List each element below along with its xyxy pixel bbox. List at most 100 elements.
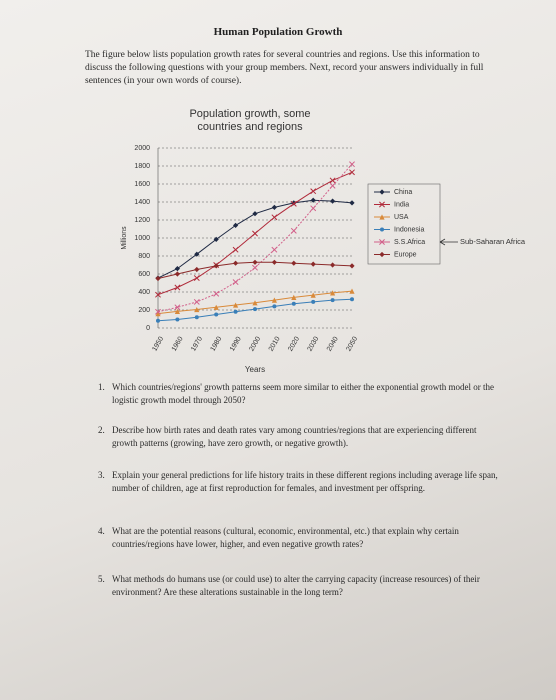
point [252,230,258,237]
point [213,236,219,242]
point [214,312,219,317]
point [252,259,258,265]
series-line [157,163,353,313]
point [379,201,385,208]
x-tick-label: 2050 [345,336,359,353]
page-title: Human Population Growth [213,26,343,38]
x-tick-label: 2010 [268,336,282,353]
question-number: 1. [98,382,105,392]
question-text: What methods do humans use (or could use… [112,574,480,597]
point [271,297,277,303]
question-text: Which countries/regions' growth patterns… [112,382,495,405]
question-number: 2. [98,425,105,435]
point [193,298,200,305]
question: 3. Explain your general predictions for l… [98,469,498,494]
legend-box [367,183,441,265]
x-tick-label: 2040 [326,336,340,353]
point [174,271,180,277]
intro-text: The figure below lists population growth… [85,50,484,86]
y-tick-label: 1400 [134,199,150,206]
y-axis-label: Millions [121,226,128,250]
question-number: 3. [98,470,105,480]
point [329,177,336,184]
point [253,307,257,312]
point [155,308,161,315]
question: 4. What are the potential reasons (cultur… [98,525,498,550]
point [232,246,239,253]
annotation-arrow [439,238,458,246]
point [291,301,296,306]
point [233,302,239,308]
point [271,204,277,210]
point [379,189,385,195]
y-tick-label: 0 [146,325,150,332]
point [349,263,355,269]
point [350,297,354,302]
point [379,239,385,245]
y-tick-label: 1800 [134,163,150,170]
x-tick-label: 2020 [287,336,301,353]
question: 1. Which countries/regions' growth patter… [98,381,498,406]
point [213,290,220,297]
point [349,161,355,168]
point [330,298,335,303]
point [233,260,239,266]
point [175,317,180,322]
y-tick-label: 600 [138,271,150,278]
x-tick-label: 1980 [210,336,224,353]
point [156,318,160,323]
point [233,309,238,314]
point [310,292,316,298]
x-axis-label: Years [245,365,265,374]
point [252,300,258,306]
point [349,200,355,206]
y-tick-label: 1200 [134,217,150,224]
point [290,227,297,234]
chart-title: Population growth, some countries and reg… [189,108,310,133]
question-text: Explain your general predictions for lif… [112,470,498,493]
annotation: Sub-Saharan Africa [460,237,526,246]
question: 5. What methods do humans use (or could u… [98,573,498,598]
x-tick-label: 2030 [307,336,321,353]
chart: Population growth, some countries and reg… [121,108,526,374]
point [271,259,277,265]
point [194,251,200,257]
point [194,315,199,320]
point [379,214,385,220]
point [380,227,384,232]
point [311,299,316,304]
legend-label: India [394,201,409,208]
y-tick-label: 800 [138,253,150,260]
point [330,290,336,296]
x-tick-label: 1970 [190,336,204,353]
legend-label: China [394,189,412,196]
x-tick-label: 1950 [151,336,165,353]
point [310,188,317,195]
y-tick-label: 200 [138,307,150,314]
point [252,211,258,217]
point [272,304,277,309]
point [349,288,355,294]
point [194,266,200,273]
point [174,304,181,311]
legend-label: USA [394,214,409,221]
point [194,306,200,313]
point [349,169,355,176]
point [155,275,161,282]
point [291,260,297,266]
x-tick-label: 2000 [248,336,262,353]
point [291,294,297,300]
question-number: 5. [98,574,105,584]
point [155,311,161,317]
point [193,275,200,282]
point [329,182,336,189]
point [174,308,180,314]
x-tick-label: 1960 [171,336,185,353]
y-tick-label: 1000 [134,235,150,242]
legend-label: S.S.Africa [394,239,425,246]
y-tick-label: 400 [138,289,150,296]
point [174,284,181,291]
point [330,262,336,268]
question-text: Describe how birth rates and death rates… [112,425,477,448]
